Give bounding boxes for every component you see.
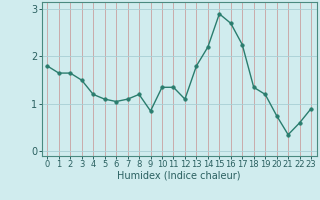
X-axis label: Humidex (Indice chaleur): Humidex (Indice chaleur) [117, 171, 241, 181]
